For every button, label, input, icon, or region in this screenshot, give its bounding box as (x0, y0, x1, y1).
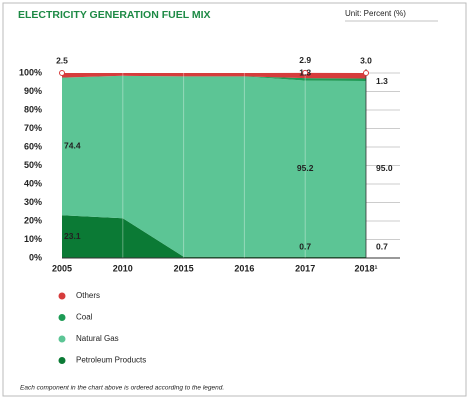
data-label: 0.7 (376, 241, 388, 251)
data-label: 0.7 (299, 241, 311, 251)
legend-swatch (58, 335, 66, 343)
x-tick-label: 2005 (52, 263, 72, 273)
x-tick-label: 2018¹ (354, 263, 377, 273)
x-tick-label: 2010 (113, 263, 133, 273)
legend-label: Natural Gas (76, 334, 119, 343)
point-marker (302, 69, 309, 76)
data-label: 1.3 (376, 76, 388, 86)
legend-swatch (58, 314, 66, 321)
y-tick-label: 60% (24, 141, 42, 151)
point-marker (363, 70, 369, 76)
legend-swatch (58, 292, 66, 300)
y-tick-label: 30% (24, 197, 42, 207)
y-tick-label: 50% (24, 160, 42, 170)
chart-title: ELECTRICITY GENERATION FUEL MIX (18, 9, 211, 21)
data-label: 23.1 (64, 231, 81, 241)
area (62, 72, 366, 79)
legend-label: Coal (76, 313, 93, 322)
legend-label: Others (76, 291, 100, 300)
y-tick-label: 80% (24, 104, 42, 114)
data-label: 95.0 (376, 163, 393, 173)
data-label: 3.0 (360, 55, 372, 65)
x-tick-label: 2017 (295, 263, 315, 273)
y-tick-label: 20% (24, 215, 42, 225)
area (62, 75, 366, 81)
area (62, 215, 366, 258)
data-label: 74.4 (64, 141, 81, 151)
legend-label: Petroleum Products (76, 356, 146, 365)
x-tick-label: 2015 (174, 263, 194, 273)
y-tick-label: 70% (24, 123, 42, 133)
area (62, 75, 366, 257)
data-label: 1.3 (299, 67, 311, 77)
data-label: 95.2 (297, 163, 314, 173)
data-label: 2.5 (56, 55, 68, 65)
y-tick-label: 90% (24, 86, 42, 96)
point-marker (59, 70, 65, 76)
x-tick-label: 2016 (234, 263, 254, 273)
legend-swatch (58, 357, 66, 364)
y-tick-label: 10% (24, 234, 42, 244)
data-label: 2.9 (299, 55, 311, 65)
y-tick-label: 40% (24, 178, 42, 188)
y-tick-label: 100% (19, 67, 42, 77)
y-tick-label: 0% (29, 252, 42, 262)
footnote: Each component in the chart above is ord… (20, 385, 224, 392)
unit: Unit: Percent (%) (345, 9, 406, 18)
